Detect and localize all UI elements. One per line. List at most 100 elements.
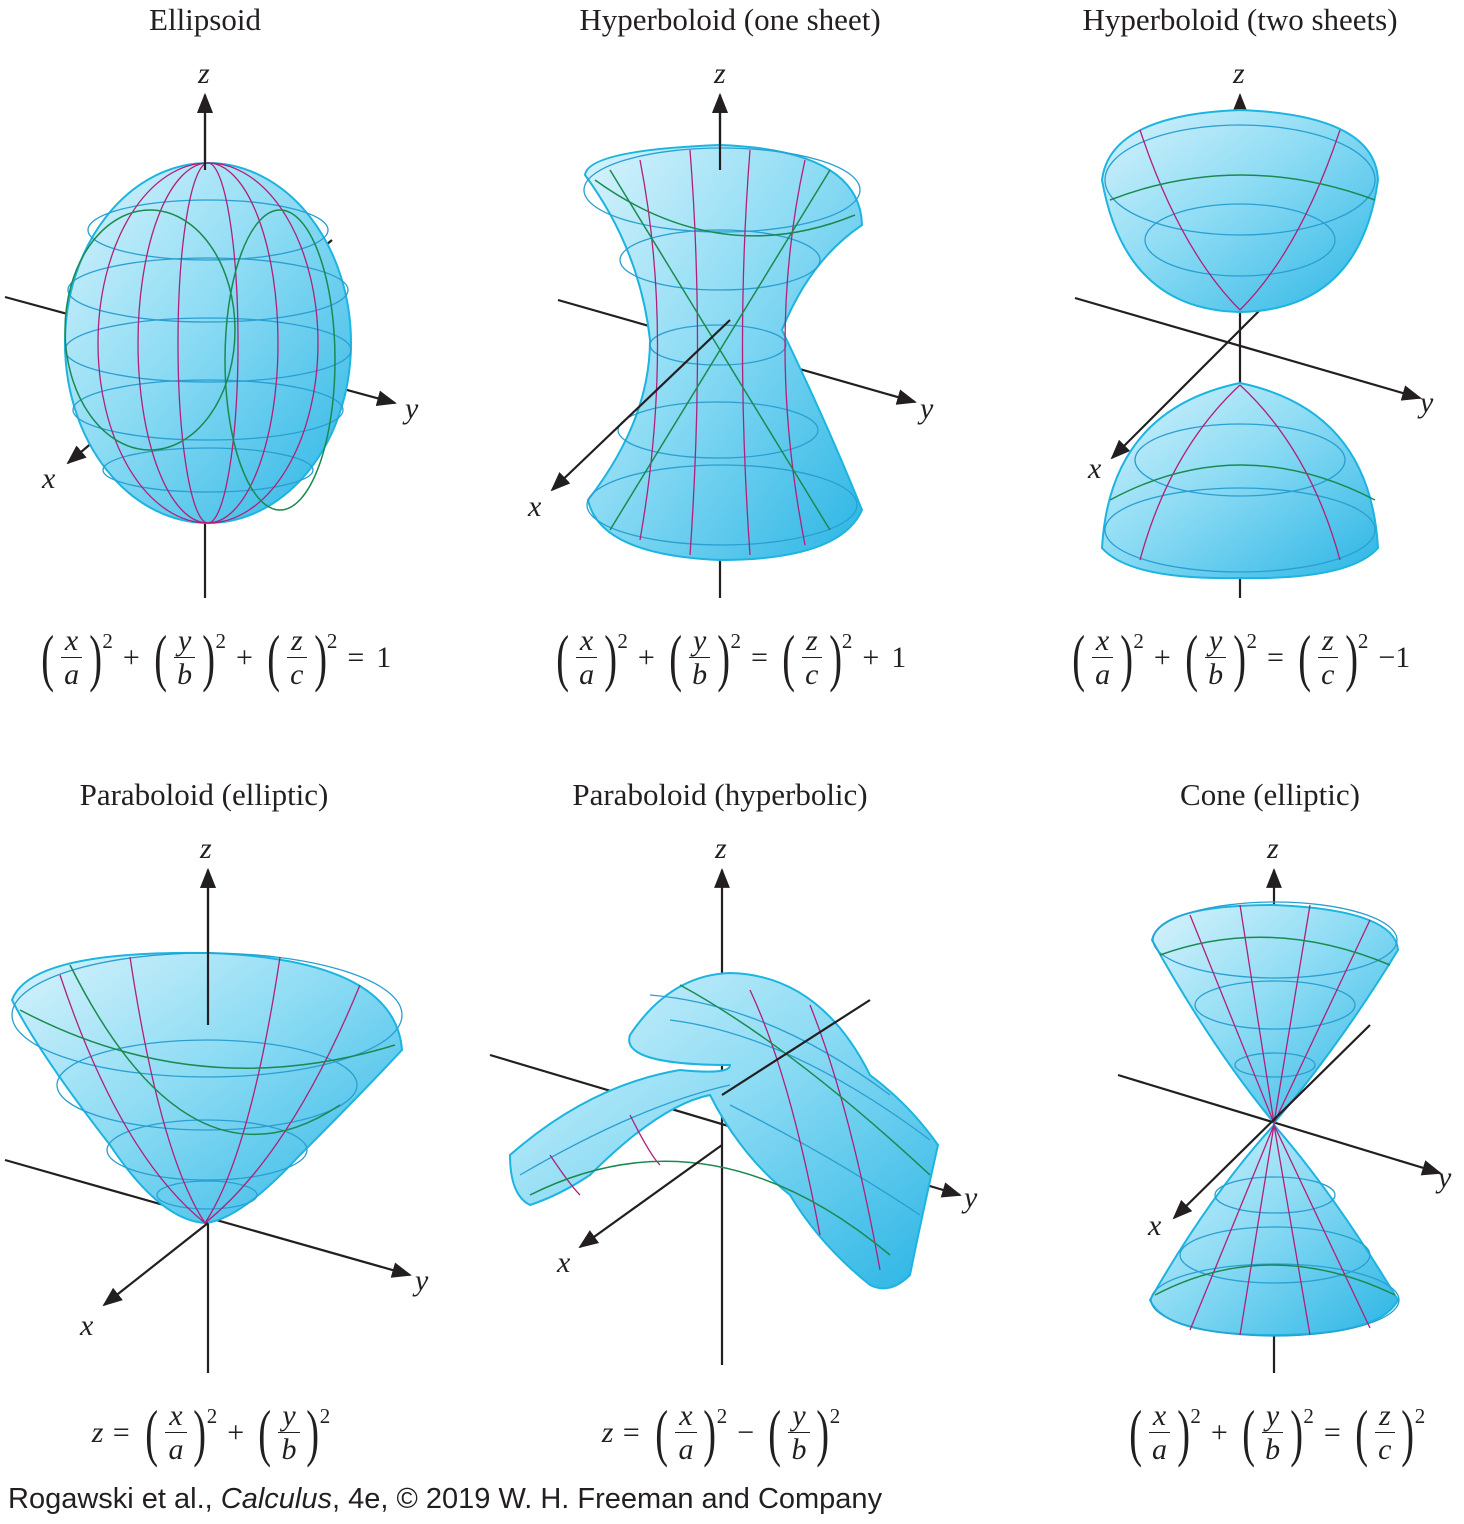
latitude-lines bbox=[1150, 901, 1400, 1337]
generator-lines bbox=[19, 964, 396, 1136]
denominator: a bbox=[579, 657, 595, 691]
operator: = bbox=[1266, 640, 1284, 674]
equation-lhs: z = bbox=[91, 1415, 132, 1449]
panel-ellipsoid: Ellipsoid z y x (x a) 2 +(y b) 2 +(z c) 2 = 1 bbox=[0, 0, 420, 720]
equation: (x a) 2 + (y b) 2 = (z c) 2 −1 bbox=[1020, 625, 1460, 691]
equation-constant: −1 bbox=[1378, 640, 1411, 674]
right-paren: ) bbox=[1290, 1396, 1304, 1468]
hyperboloid-one-sheet-plot: z y x bbox=[527, 57, 934, 598]
equation-term: (y b) 2 bbox=[150, 625, 226, 691]
left-paren: ( bbox=[258, 1396, 272, 1468]
right-paren: ) bbox=[202, 621, 216, 693]
operator: + bbox=[637, 640, 655, 674]
panel-cone-elliptic: Cone (elliptic) z y bbox=[1070, 775, 1460, 1480]
panel-title: Paraboloid (elliptic) bbox=[79, 777, 329, 812]
axis-label-z: z bbox=[199, 832, 212, 865]
exponent: 2 bbox=[1357, 629, 1369, 653]
axis-label-y: y bbox=[917, 392, 934, 425]
numerator: y bbox=[173, 625, 196, 658]
axis-label-z: z bbox=[1266, 832, 1279, 865]
exponent: 2 bbox=[215, 629, 226, 653]
exponent: 2 bbox=[1133, 629, 1144, 653]
denominator: c bbox=[1321, 657, 1335, 691]
operator: = bbox=[347, 640, 365, 674]
numerator: x bbox=[575, 625, 598, 658]
exponent: 2 bbox=[841, 629, 853, 653]
right-paren: ) bbox=[313, 621, 327, 693]
left-paren: ( bbox=[669, 621, 682, 693]
axis-label-x: x bbox=[1147, 1209, 1162, 1242]
denominator: b bbox=[1208, 657, 1224, 691]
equation: (x a) 2 + (y b) 2 = (z c) 2 +1 bbox=[500, 625, 960, 691]
exponent: 2 bbox=[730, 629, 741, 653]
axis-label-z: z bbox=[1232, 57, 1245, 90]
panel-hyperboloid-two-sheets: Hyperboloid (two sheets) z y x (x a) 2 +(y b… bbox=[1030, 0, 1460, 720]
denominator: b bbox=[177, 657, 193, 691]
generator-lines bbox=[594, 169, 856, 531]
equation-term: (y b) 2 bbox=[665, 625, 741, 691]
right-paren: ) bbox=[604, 621, 618, 693]
equation-constant: 1 bbox=[891, 640, 907, 674]
numerator: z bbox=[801, 625, 822, 658]
operator: + bbox=[1153, 640, 1171, 674]
right-paren: ) bbox=[89, 621, 103, 693]
equation-term: (x a) 2 bbox=[552, 625, 628, 691]
numerator: z bbox=[1374, 1400, 1395, 1433]
operator: + bbox=[122, 640, 140, 674]
axis-label-x: x bbox=[527, 490, 542, 523]
panel-title: Cone (elliptic) bbox=[1180, 777, 1360, 812]
equation-term: (x a) 2 bbox=[37, 625, 113, 691]
numerator: y bbox=[1261, 1400, 1284, 1433]
panel-paraboloid-elliptic: Paraboloid (elliptic) z y x z =(x a) 2 +(y b… bbox=[0, 775, 440, 1480]
right-paren: ) bbox=[703, 1396, 717, 1468]
left-paren: ( bbox=[782, 621, 795, 693]
denominator: a bbox=[168, 1432, 184, 1466]
left-paren: ( bbox=[1072, 621, 1085, 693]
denominator: a bbox=[64, 657, 80, 691]
left-paren: ( bbox=[41, 621, 54, 693]
right-paren: ) bbox=[193, 1396, 207, 1468]
panel-title: Hyperboloid (one sheet) bbox=[579, 2, 881, 37]
axis-label-y: y bbox=[1435, 1161, 1452, 1194]
equation-term: (y b) 2 bbox=[1238, 1400, 1314, 1466]
denominator: b bbox=[1265, 1432, 1281, 1466]
credit-book-title: Calculus bbox=[220, 1483, 332, 1515]
numerator: y bbox=[278, 1400, 300, 1433]
equation-term: (x a) 2 bbox=[651, 1400, 727, 1466]
axis-label-x: x bbox=[556, 1246, 571, 1279]
credit-publisher: , 4e, © 2019 W. H. Freeman and Company bbox=[331, 1483, 883, 1515]
exponent: 2 bbox=[1246, 629, 1257, 653]
numerator: x bbox=[60, 625, 83, 658]
equation-term: (y b) 2 bbox=[764, 1400, 840, 1466]
numerator: x bbox=[165, 1400, 187, 1433]
left-paren: ( bbox=[1355, 1396, 1368, 1468]
left-paren: ( bbox=[145, 1396, 159, 1468]
latitude-lines bbox=[519, 994, 931, 1216]
numerator: x bbox=[1148, 1400, 1171, 1433]
right-paren: ) bbox=[816, 1396, 830, 1468]
right-paren: ) bbox=[1177, 1396, 1191, 1468]
axis-label-y: y bbox=[412, 1264, 429, 1297]
numerator: y bbox=[788, 1400, 810, 1433]
denominator: b bbox=[791, 1432, 807, 1466]
exponent: 2 bbox=[716, 1404, 728, 1428]
equation-term: (x a) 2 bbox=[1125, 1400, 1201, 1466]
numerator: z bbox=[1317, 625, 1338, 658]
equation-term: (x a) 2 bbox=[1068, 625, 1144, 691]
cone-elliptic-plot: z y x bbox=[1117, 832, 1452, 1373]
meridian-lines bbox=[97, 162, 319, 524]
left-paren: ( bbox=[154, 621, 167, 693]
exponent: 2 bbox=[206, 1404, 218, 1428]
operator: + bbox=[227, 1415, 245, 1449]
credit-authors: Rogawski et al., bbox=[8, 1483, 221, 1515]
left-paren: ( bbox=[1242, 1396, 1255, 1468]
